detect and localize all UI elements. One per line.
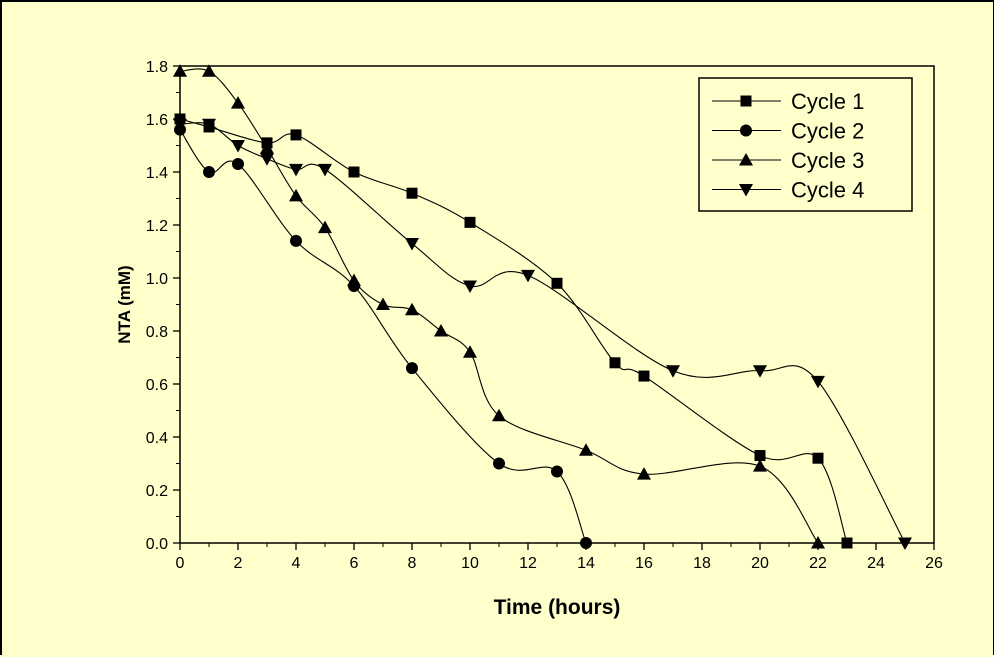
series-4-point (405, 238, 419, 251)
series-4-point (753, 365, 767, 378)
series-2-point (203, 166, 215, 178)
series-4-point (202, 118, 216, 132)
series-1-point (406, 187, 418, 199)
legend-marker (739, 153, 753, 166)
y-tick-label: 1.6 (146, 112, 168, 129)
y-tick-label: 0.2 (146, 483, 168, 500)
series-1-point (754, 450, 766, 462)
series-1-point (638, 370, 650, 382)
y-tick-label: 0.0 (146, 536, 168, 553)
series-4-point (231, 140, 245, 153)
legend-label: Cycle 4 (791, 178, 864, 203)
y-axis-title: NTA (mM) (115, 265, 134, 343)
legend-label: Cycle 3 (791, 148, 864, 173)
x-tick-label: 4 (292, 555, 301, 572)
x-tick-label: 2 (234, 555, 243, 572)
series-1-point (290, 129, 302, 141)
series-3-point (579, 443, 593, 456)
x-axis-title: Time (hours) (494, 596, 621, 619)
series-1-point (609, 357, 621, 369)
series-1-point (812, 452, 824, 464)
series-2-point (290, 234, 302, 247)
legend-marker (740, 124, 752, 137)
x-tick-label: 26 (925, 555, 943, 572)
series-line-4 (179, 122, 906, 544)
legend-box (698, 77, 913, 212)
y-tick-label: 1.8 (146, 59, 168, 76)
series-3-point (289, 188, 303, 202)
series-line-2 (179, 129, 587, 544)
series-2-point (406, 362, 418, 375)
series-3-point (347, 273, 361, 287)
series-3-point (637, 467, 651, 480)
series-4-point (521, 269, 535, 283)
series-3-point (434, 324, 448, 337)
series-3-point (231, 96, 245, 109)
series-3-point (202, 64, 216, 77)
x-tick-label: 6 (350, 555, 359, 572)
series-4-point (666, 365, 680, 378)
series-2-point (493, 457, 505, 470)
ticks: 0 2 4 6 8 10 12 14 16 18 20 22 24 260.00.20.40.60.81.… (146, 59, 943, 572)
series-3-point (492, 408, 506, 422)
legend-marker (740, 95, 752, 107)
x-tick-label: 12 (519, 555, 537, 572)
series-3-point (318, 220, 332, 234)
x-tick-label: 0 (176, 555, 185, 572)
legend-marker (739, 184, 753, 197)
series-1-point (551, 277, 563, 289)
series-1-point (348, 166, 360, 178)
y-tick-label: 0.4 (146, 430, 168, 447)
legend: Cycle 1 Cycle 2 Cycle 3 Cycle 4 (698, 77, 913, 212)
series-4-point (463, 280, 477, 293)
series-4-point (811, 375, 825, 389)
y-tick-label: 1.4 (146, 165, 168, 182)
series-4-point (289, 163, 303, 177)
series-3-point (260, 141, 274, 154)
legend-label: Cycle 1 (791, 89, 864, 114)
x-tick-label: 20 (751, 555, 769, 572)
y-tick-label: 0.8 (146, 324, 168, 341)
series-3-point (405, 302, 419, 316)
x-tick-label: 18 (693, 555, 711, 572)
x-tick-label: 10 (461, 555, 479, 572)
series-4-point (318, 163, 332, 177)
x-tick-label: 22 (809, 555, 827, 572)
series-3-point (463, 345, 477, 358)
x-tick-label: 8 (408, 555, 417, 572)
y-tick-label: 1.0 (146, 271, 168, 288)
x-tick-label: 16 (635, 555, 653, 572)
legend-label: Cycle 2 (791, 119, 864, 144)
series-2-point (551, 465, 563, 478)
series-2-point (232, 158, 244, 171)
x-tick-label: 24 (867, 555, 885, 572)
y-tick-label: 1.2 (146, 218, 168, 235)
y-tick-label: 0.6 (146, 377, 168, 394)
series-3-point (376, 297, 390, 310)
series-3-point (753, 459, 767, 472)
series-4-point (260, 153, 274, 166)
series-1-point (464, 216, 476, 228)
x-tick-label: 14 (577, 555, 595, 572)
